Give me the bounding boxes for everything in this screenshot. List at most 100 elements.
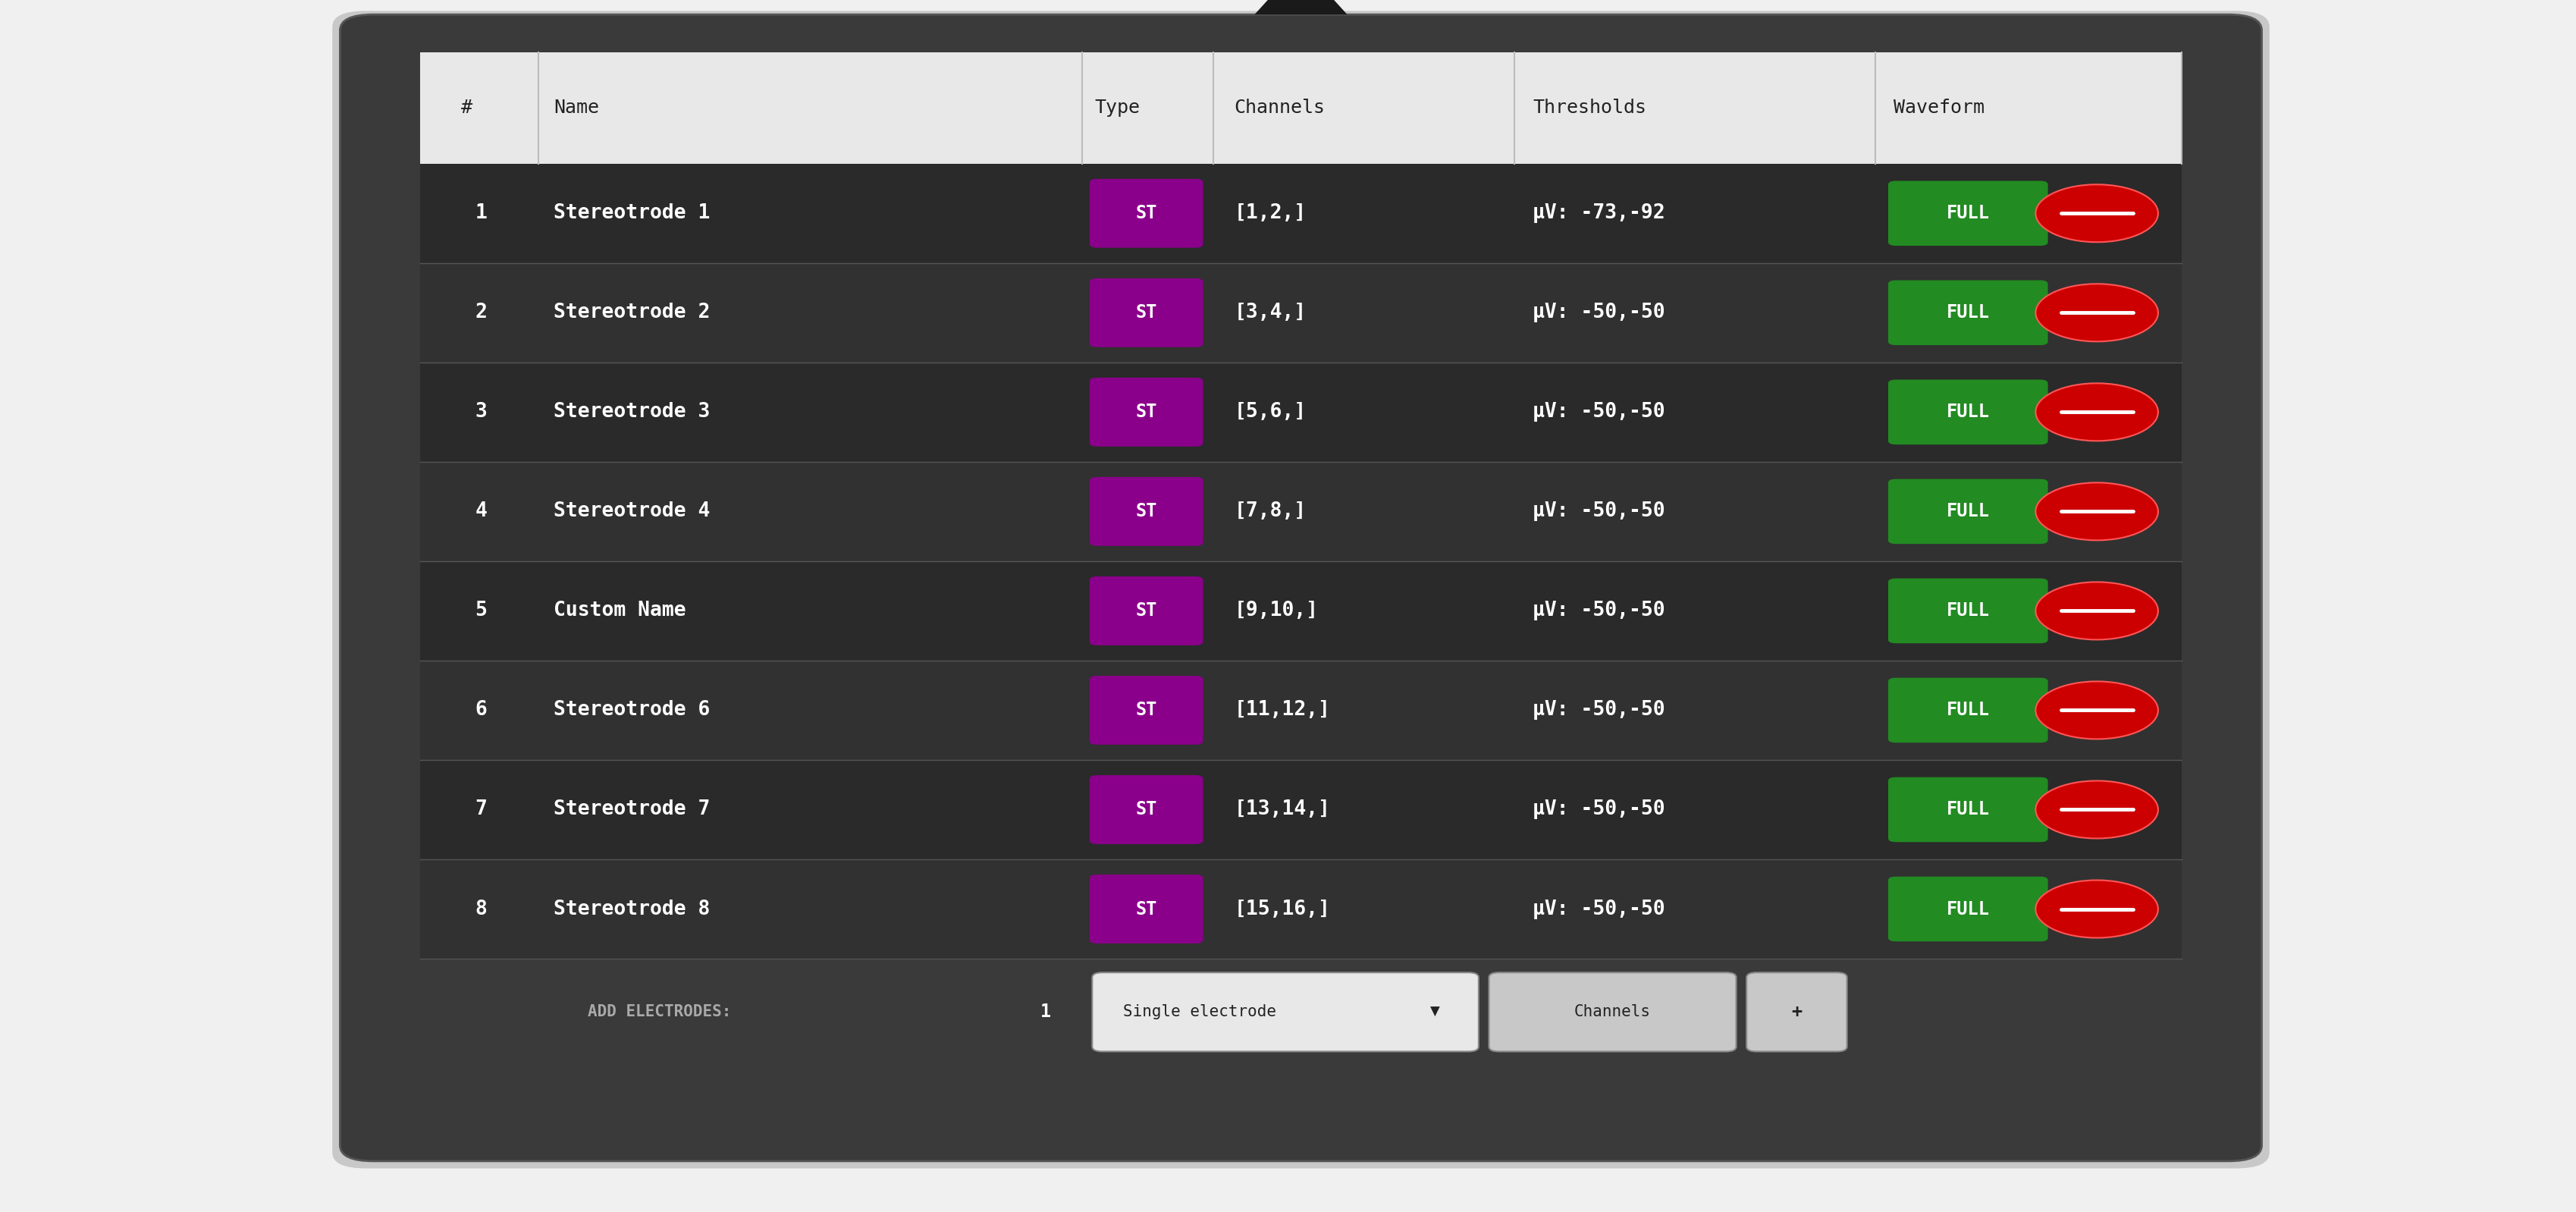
Text: ST: ST — [1136, 601, 1157, 621]
Text: +: + — [1790, 1002, 1803, 1022]
Text: Stereotrode 6: Stereotrode 6 — [554, 701, 711, 720]
Text: Stereotrode 3: Stereotrode 3 — [554, 402, 711, 422]
Text: [13,14,]: [13,14,] — [1234, 800, 1329, 819]
FancyBboxPatch shape — [420, 52, 2182, 164]
Text: Channels: Channels — [1574, 1005, 1651, 1019]
Text: μV: -50,-50: μV: -50,-50 — [1533, 303, 1664, 322]
Circle shape — [2035, 184, 2159, 242]
FancyBboxPatch shape — [332, 11, 2269, 1168]
Circle shape — [2035, 284, 2159, 342]
Text: FULL: FULL — [1947, 701, 1989, 720]
Text: Stereotrode 1: Stereotrode 1 — [554, 204, 711, 223]
Text: Channels: Channels — [1234, 98, 1324, 118]
FancyBboxPatch shape — [1090, 776, 1203, 844]
Text: ST: ST — [1136, 303, 1157, 322]
Text: Waveform: Waveform — [1893, 98, 1984, 118]
FancyBboxPatch shape — [420, 362, 2182, 462]
Text: ST: ST — [1136, 800, 1157, 819]
Text: ADD ELECTRODES:: ADD ELECTRODES: — [587, 1005, 732, 1019]
FancyBboxPatch shape — [1888, 777, 2048, 842]
Text: μV: -50,-50: μV: -50,-50 — [1533, 601, 1664, 621]
Text: ST: ST — [1136, 701, 1157, 720]
FancyBboxPatch shape — [1888, 379, 2048, 445]
Text: Thresholds: Thresholds — [1533, 98, 1646, 118]
Text: [5,6,]: [5,6,] — [1234, 402, 1306, 422]
Text: μV: -50,-50: μV: -50,-50 — [1533, 402, 1664, 422]
Text: Stereotrode 8: Stereotrode 8 — [554, 899, 711, 919]
Text: [3,4,]: [3,4,] — [1234, 303, 1306, 322]
Text: ▼: ▼ — [1430, 1005, 1440, 1019]
Text: 3: 3 — [474, 402, 487, 422]
Text: 8: 8 — [474, 899, 487, 919]
FancyBboxPatch shape — [1092, 972, 1479, 1052]
Text: [11,12,]: [11,12,] — [1234, 701, 1329, 720]
Text: μV: -50,-50: μV: -50,-50 — [1533, 502, 1664, 521]
Text: ST: ST — [1136, 899, 1157, 919]
FancyBboxPatch shape — [1090, 378, 1203, 446]
Text: ST: ST — [1136, 502, 1157, 521]
FancyBboxPatch shape — [420, 859, 2182, 959]
Circle shape — [2035, 383, 2159, 441]
Text: FULL: FULL — [1947, 899, 1989, 919]
Text: 2: 2 — [474, 303, 487, 322]
FancyBboxPatch shape — [420, 263, 2182, 362]
FancyBboxPatch shape — [1747, 972, 1847, 1052]
FancyBboxPatch shape — [1888, 876, 2048, 942]
Text: μV: -50,-50: μV: -50,-50 — [1533, 701, 1664, 720]
FancyBboxPatch shape — [420, 760, 2182, 859]
Text: [9,10,]: [9,10,] — [1234, 601, 1319, 621]
Text: μV: -50,-50: μV: -50,-50 — [1533, 800, 1664, 819]
FancyBboxPatch shape — [420, 561, 2182, 661]
Text: ST: ST — [1136, 402, 1157, 422]
Text: FULL: FULL — [1947, 204, 1989, 223]
FancyBboxPatch shape — [1888, 280, 2048, 345]
FancyBboxPatch shape — [1489, 972, 1736, 1052]
Text: 4: 4 — [474, 502, 487, 521]
Text: FULL: FULL — [1947, 601, 1989, 621]
FancyBboxPatch shape — [1888, 479, 2048, 544]
Text: μV: -50,-50: μV: -50,-50 — [1533, 899, 1664, 919]
Text: Name: Name — [554, 98, 600, 118]
FancyBboxPatch shape — [340, 15, 2262, 1161]
Text: #: # — [461, 98, 471, 118]
FancyBboxPatch shape — [1090, 179, 1203, 247]
Polygon shape — [1255, 0, 1347, 15]
Text: 6: 6 — [474, 701, 487, 720]
FancyBboxPatch shape — [1888, 678, 2048, 743]
Circle shape — [2035, 781, 2159, 839]
Circle shape — [2035, 482, 2159, 541]
FancyBboxPatch shape — [1090, 875, 1203, 943]
Text: Stereotrode 4: Stereotrode 4 — [554, 502, 711, 521]
Circle shape — [2035, 582, 2159, 640]
Text: Custom Name: Custom Name — [554, 601, 685, 621]
FancyBboxPatch shape — [1888, 181, 2048, 246]
Text: Type: Type — [1095, 98, 1141, 118]
Text: FULL: FULL — [1947, 402, 1989, 422]
FancyBboxPatch shape — [407, 959, 2195, 1065]
FancyBboxPatch shape — [1888, 578, 2048, 644]
FancyBboxPatch shape — [420, 462, 2182, 561]
Text: [7,8,]: [7,8,] — [1234, 502, 1306, 521]
FancyBboxPatch shape — [420, 164, 2182, 263]
FancyBboxPatch shape — [1090, 279, 1203, 347]
Text: 7: 7 — [474, 800, 487, 819]
Text: μV: -73,-92: μV: -73,-92 — [1533, 204, 1664, 223]
Text: Stereotrode 7: Stereotrode 7 — [554, 800, 711, 819]
Text: 1: 1 — [1041, 1002, 1051, 1022]
Text: [1,2,]: [1,2,] — [1234, 204, 1306, 223]
Text: FULL: FULL — [1947, 800, 1989, 819]
FancyBboxPatch shape — [1090, 577, 1203, 645]
Circle shape — [2035, 880, 2159, 938]
Text: FULL: FULL — [1947, 502, 1989, 521]
FancyBboxPatch shape — [1090, 676, 1203, 744]
Text: FULL: FULL — [1947, 303, 1989, 322]
Text: 5: 5 — [474, 601, 487, 621]
Text: [15,16,]: [15,16,] — [1234, 899, 1329, 919]
Circle shape — [2035, 681, 2159, 739]
Text: Single electrode: Single electrode — [1123, 1005, 1275, 1019]
FancyBboxPatch shape — [420, 661, 2182, 760]
Text: 1: 1 — [474, 204, 487, 223]
Text: Stereotrode 2: Stereotrode 2 — [554, 303, 711, 322]
Text: ST: ST — [1136, 204, 1157, 223]
FancyBboxPatch shape — [1090, 478, 1203, 545]
